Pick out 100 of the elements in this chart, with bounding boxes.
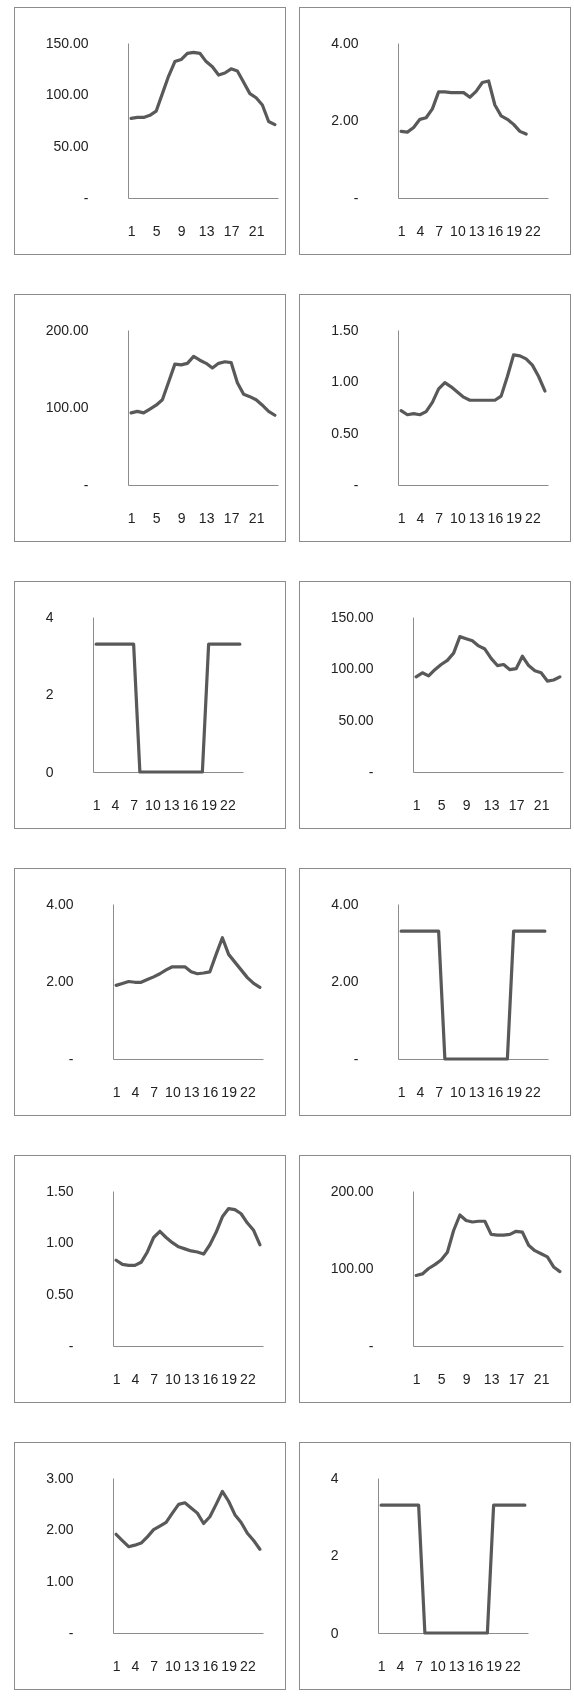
y-tick-label: 100.00 <box>45 86 89 103</box>
x-tick-label: 21 <box>248 222 265 239</box>
x-tick-label: 1 <box>377 1657 386 1674</box>
y-tick-label: 1.50 <box>46 1182 74 1199</box>
x-tick-label: 9 <box>177 222 186 239</box>
x-tick-label: 22 <box>240 1083 256 1100</box>
x-tick-label: 1 <box>127 509 136 526</box>
x-tick-label: 1 <box>412 796 421 813</box>
line-series <box>399 353 547 417</box>
x-tick-label: 10 <box>450 1083 466 1100</box>
y-tick-label: 1.00 <box>46 1572 74 1589</box>
y-tick-label: 4 <box>330 1469 339 1486</box>
x-tick-label: 19 <box>221 1370 238 1387</box>
x-tick-label: 10 <box>165 1370 181 1387</box>
y-tick-label: - <box>68 1624 74 1641</box>
y-tick-label: - <box>83 189 89 206</box>
x-tick-label: 5 <box>437 796 446 813</box>
x-tick-label: 13 <box>198 509 215 526</box>
x-tick-label: 9 <box>462 1370 471 1387</box>
y-tick-label: 2.00 <box>331 973 359 989</box>
x-tick-label: 7 <box>435 222 444 239</box>
x-tick-label: 1 <box>397 1083 406 1100</box>
line-series <box>114 1489 262 1551</box>
x-tick-label: 17 <box>223 509 240 526</box>
y-tick-label: 1.50 <box>331 321 359 338</box>
y-tick-label: - <box>68 1050 74 1067</box>
x-tick-label: 17 <box>223 222 240 239</box>
y-tick-label: 2.00 <box>46 1521 74 1538</box>
y-tick-label: - <box>368 1337 374 1354</box>
line-series <box>414 1213 562 1278</box>
x-tick-label: 13 <box>483 1370 500 1387</box>
x-tick-label: 7 <box>130 796 139 813</box>
x-tick-label: 13 <box>163 796 180 813</box>
x-tick-label: 13 <box>448 1657 465 1674</box>
x-tick-label: 16 <box>202 1370 219 1387</box>
y-tick-label: 0.50 <box>46 1285 74 1302</box>
y-tick-label: 0.50 <box>331 424 359 441</box>
y-tick-label: 3.00 <box>46 1469 74 1486</box>
x-tick-label: 13 <box>468 222 485 239</box>
x-tick-label: 4 <box>416 509 425 526</box>
x-tick-label: 22 <box>525 1083 541 1100</box>
x-tick-label: 13 <box>183 1370 200 1387</box>
y-tick-label: 50.00 <box>53 137 89 154</box>
x-tick-label: 19 <box>221 1657 238 1674</box>
x-tick-label: 7 <box>415 1657 424 1674</box>
x-tick-label: 9 <box>462 796 471 813</box>
x-tick-label: 4 <box>131 1370 140 1387</box>
y-tick-label: 0 <box>45 763 54 780</box>
x-tick-label: 19 <box>506 222 523 239</box>
line-series <box>114 1206 262 1267</box>
y-tick-label: 200.00 <box>330 1182 374 1199</box>
x-tick-label: 1 <box>92 796 101 813</box>
x-tick-label: 1 <box>397 509 406 526</box>
x-tick-label: 1 <box>397 222 406 239</box>
x-tick-label: 1 <box>112 1657 121 1674</box>
y-tick-label: 150.00 <box>330 608 374 625</box>
y-tick-label: - <box>68 1337 74 1354</box>
x-tick-label: 1 <box>112 1370 121 1387</box>
x-tick-label: 16 <box>487 509 504 526</box>
line-series <box>414 635 562 683</box>
y-tick-label: - <box>83 476 89 493</box>
y-tick-label: - <box>368 763 374 780</box>
y-tick-label: 100.00 <box>45 399 89 415</box>
x-tick-label: 4 <box>131 1657 140 1674</box>
y-tick-label: 4 <box>45 608 54 625</box>
x-tick-label: 9 <box>177 509 186 526</box>
y-tick-label: 50.00 <box>338 711 374 728</box>
x-tick-label: 4 <box>416 222 425 239</box>
x-tick-label: 22 <box>240 1370 256 1387</box>
y-tick-label: 4.00 <box>331 34 359 51</box>
x-tick-label: 1 <box>127 222 136 239</box>
x-tick-label: 13 <box>183 1657 200 1674</box>
x-tick-label: 10 <box>165 1083 181 1100</box>
x-tick-label: 5 <box>152 222 161 239</box>
y-tick-label: 100.00 <box>330 660 374 677</box>
y-tick-label: - <box>353 1050 359 1067</box>
x-tick-label: 13 <box>468 509 485 526</box>
x-tick-label: 10 <box>450 222 466 239</box>
x-tick-label: 16 <box>182 796 199 813</box>
x-tick-label: 7 <box>150 1083 159 1100</box>
y-tick-label: 2 <box>330 1547 339 1563</box>
y-tick-label: 2 <box>45 686 54 702</box>
line-series <box>114 936 262 989</box>
x-tick-label: 4 <box>416 1083 425 1100</box>
x-tick-label: 22 <box>220 796 236 813</box>
x-tick-label: 10 <box>145 796 161 813</box>
x-tick-label: 16 <box>487 1083 504 1100</box>
y-tick-label: 150.00 <box>45 34 89 51</box>
x-tick-label: 19 <box>506 1083 523 1100</box>
x-tick-label: 16 <box>202 1657 219 1674</box>
x-tick-label: 16 <box>202 1083 219 1100</box>
x-tick-label: 22 <box>505 1657 521 1674</box>
y-tick-label: - <box>353 189 359 206</box>
x-tick-label: 7 <box>150 1657 159 1674</box>
x-tick-label: 13 <box>183 1083 200 1100</box>
line-series <box>129 354 277 417</box>
y-tick-label: 4.00 <box>331 895 359 912</box>
x-tick-label: 10 <box>430 1657 446 1674</box>
x-tick-label: 4 <box>111 796 120 813</box>
line-series <box>399 79 528 136</box>
